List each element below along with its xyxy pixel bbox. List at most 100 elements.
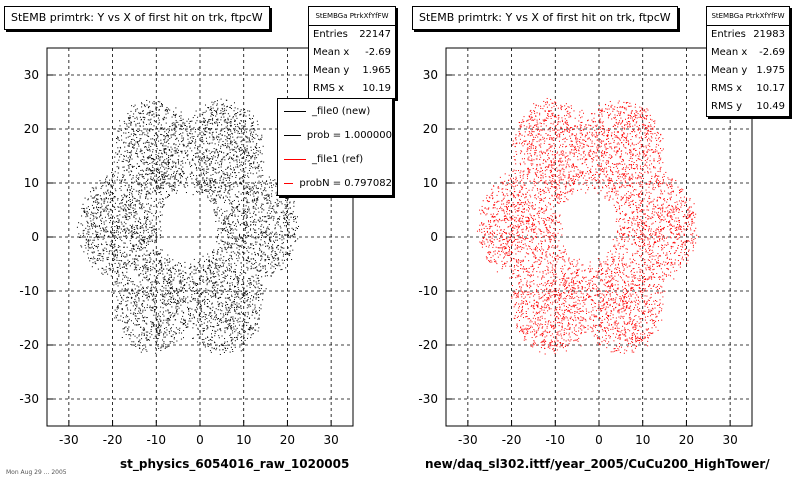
scatter-point [183,288,185,290]
scatter-point [150,293,152,295]
scatter-point [130,309,132,311]
scatter-point [229,325,231,327]
scatter-point [145,141,147,143]
scatter-point [197,303,199,305]
scatter-point [184,284,186,286]
scatter-point [155,112,157,114]
scatter-point [185,152,187,154]
scatter-point [139,267,141,269]
scatter-point [281,239,283,241]
scatter-point [173,150,175,152]
scatter-point [172,154,174,156]
scatter-point [223,145,225,147]
scatter-point [227,216,229,218]
scatter-point [164,180,166,182]
scatter-point [153,325,155,327]
scatter-point [240,177,242,179]
scatter-point [117,218,119,220]
scatter-point [215,296,217,298]
scatter-point [230,125,232,127]
scatter-point [227,319,229,321]
scatter-point [118,139,120,141]
scatter-point [141,291,143,293]
scatter-point [221,251,223,253]
scatter-point [206,273,208,275]
scatter-point [241,246,243,248]
scatter-point [234,271,236,273]
scatter-point [237,291,239,293]
scatter-point [213,276,215,278]
scatter-point [195,290,197,292]
scatter-point [85,239,87,241]
scatter-point [236,183,238,185]
scatter-point [146,148,148,150]
scatter-point [298,225,300,227]
scatter-point [268,215,270,217]
scatter-point [168,162,170,164]
scatter-point [129,212,131,214]
scatter-point [184,152,186,154]
scatter-point [247,246,249,248]
scatter-point [131,150,133,152]
scatter-point [188,288,190,290]
scatter-point [255,147,257,149]
scatter-point [261,134,263,136]
scatter-point [200,307,202,309]
scatter-point [147,149,149,151]
scatter-point [231,325,233,327]
scatter-point [219,139,221,141]
scatter-point [133,120,135,122]
scatter-point [266,271,268,273]
scatter-point [229,124,231,126]
scatter-point [123,170,125,172]
scatter-point [246,221,248,223]
scatter-point [116,279,118,281]
scatter-point [151,299,153,301]
scatter-point [260,161,262,163]
scatter-point [117,137,119,139]
scatter-point [198,167,200,169]
scatter-point [276,205,278,207]
scatter-point [249,130,251,132]
scatter-point [116,215,118,217]
scatter-point [123,242,125,244]
scatter-point [91,266,93,268]
scatter-point [294,229,296,231]
scatter-point [130,133,132,135]
scatter-point [157,186,159,188]
scatter-point [192,278,194,280]
scatter-point [139,339,141,341]
scatter-point [212,271,214,273]
scatter-point [124,194,126,196]
scatter-point [274,251,276,253]
scatter-point [242,180,244,182]
scatter-point [257,253,259,255]
scatter-point [225,301,227,303]
scatter-point [154,309,156,311]
scatter-point [251,156,253,158]
scatter-point [164,148,166,150]
scatter-point [244,187,246,189]
scatter-point [180,304,182,306]
scatter-point [152,286,154,288]
scatter-point [152,161,154,163]
scatter-point [91,187,93,189]
scatter-point [224,242,226,244]
scatter-point [183,185,185,187]
scatter-point [127,329,129,331]
scatter-point [213,208,215,210]
scatter-point [195,324,197,326]
scatter-point [131,194,133,196]
scatter-point [271,187,273,189]
scatter-point [106,175,108,177]
scatter-point [111,178,113,180]
scatter-point [93,190,95,192]
scatter-point [101,244,103,246]
scatter-point [141,315,143,317]
scatter-point [173,161,175,163]
scatter-point [244,176,246,178]
scatter-point [217,191,219,193]
scatter-point [100,213,102,215]
scatter-point [167,136,169,138]
scatter-point [236,304,238,306]
